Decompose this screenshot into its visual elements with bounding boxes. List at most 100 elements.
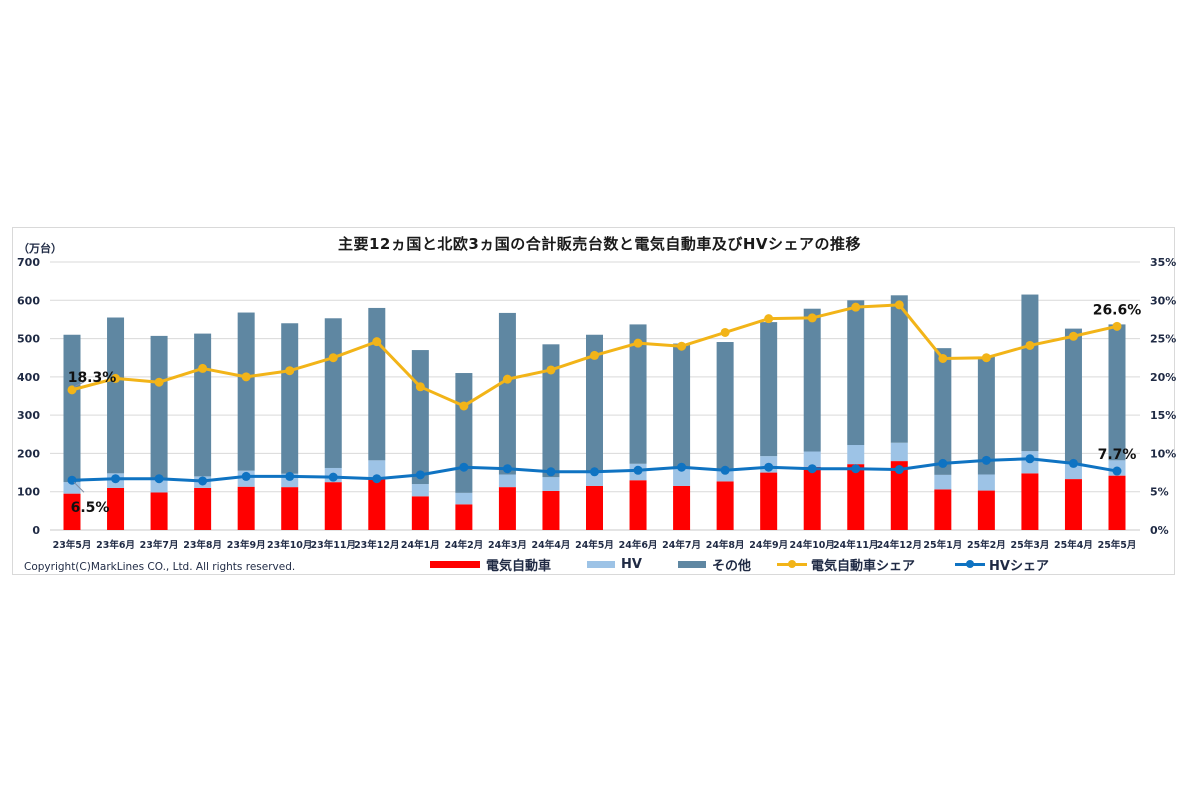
bar-segment [1064, 328, 1082, 464]
x-tick-label: 24年8月 [706, 539, 745, 551]
bar-segment [803, 308, 821, 452]
line-marker [720, 465, 730, 475]
x-tick-label: 23年8月 [183, 539, 222, 551]
bar-segment [847, 445, 865, 465]
x-tick-label: 23年12月 [354, 539, 399, 551]
y-axis-right: 0% 5% 10% 15% 20% 25% 30% 35% [1150, 256, 1176, 537]
annotation-leader [73, 481, 85, 493]
bar-segment [368, 460, 386, 478]
x-tick-label: 24年4月 [532, 539, 571, 551]
legend-swatch-ev [430, 560, 480, 568]
x-tick-label: 24年12月 [877, 539, 922, 551]
bar-segment [411, 496, 429, 530]
y-tick-label: 700 [17, 256, 40, 269]
bar-segment [237, 486, 255, 530]
line-marker [154, 474, 164, 484]
line-marker [1025, 454, 1035, 464]
line-marker [590, 467, 599, 477]
bar-segment [324, 318, 342, 468]
line-marker [372, 337, 382, 347]
bar-segment [977, 490, 995, 530]
x-tick-label: 23年6月 [96, 539, 135, 551]
bar-segment [194, 333, 212, 477]
line-marker [241, 471, 251, 481]
bar-segment [498, 312, 516, 475]
y-tick-label: 200 [17, 447, 40, 460]
chart-title: 主要12ヵ国と北欧3ヵ国の合計販売台数と電気自動車及びHVシェアの推移 [338, 235, 861, 253]
line-marker [111, 373, 121, 383]
bar-segment [890, 442, 908, 462]
y-right-tick-label: 0% [1150, 524, 1169, 537]
line-marker [938, 353, 948, 363]
data-label: 7.7% [1098, 447, 1137, 463]
bar-segment [586, 334, 603, 472]
bar-segment [934, 348, 952, 475]
line-marker [981, 353, 991, 363]
bar-segment [150, 492, 168, 530]
line-marker [415, 382, 425, 392]
bar-segment [1108, 324, 1126, 461]
bar-segment [629, 324, 647, 464]
line-marker [459, 401, 469, 411]
legend-item-other: その他 [677, 555, 751, 574]
bar-segment [194, 487, 212, 530]
bar-segment [934, 489, 952, 530]
line-marker [1112, 321, 1122, 331]
line-marker [633, 465, 643, 475]
bar-segment [1064, 479, 1082, 530]
line-marker [720, 327, 730, 337]
x-tick-label: 24年7月 [662, 539, 701, 551]
line-marker [764, 314, 774, 324]
x-tick-label: 23年5月 [53, 539, 92, 551]
y-tick-label: 300 [17, 409, 40, 422]
bar-segment [673, 468, 691, 486]
bar-segment [542, 490, 560, 530]
line-marker [1112, 466, 1122, 476]
x-tick-label: 24年2月 [444, 539, 483, 551]
bar-segment [411, 484, 429, 497]
bar-segment [760, 322, 778, 457]
line-marker [590, 350, 599, 360]
bar-segment [890, 461, 908, 530]
bar-segment [803, 466, 821, 530]
legend-label: 電気自動車 [486, 558, 552, 574]
y-tick-label: 600 [17, 294, 40, 307]
bar-segment [542, 344, 560, 478]
line-marker [677, 462, 687, 472]
bar-segment [542, 477, 560, 491]
legend-swatch-other [677, 560, 706, 568]
x-tick-label: 23年7月 [140, 539, 179, 551]
line-marker [328, 353, 338, 363]
bar-segment [150, 335, 168, 480]
bar-segment [107, 487, 125, 530]
bar-segment [847, 300, 865, 446]
line-marker [764, 462, 774, 472]
line-marker [154, 377, 164, 387]
x-tick-label: 24年5月 [575, 539, 614, 551]
line-marker [981, 455, 991, 465]
y-right-tick-label: 20% [1150, 371, 1176, 384]
bar-segment [673, 485, 691, 530]
x-tick-label: 25年3月 [1010, 539, 1049, 551]
line-marker [633, 338, 643, 348]
legend-label: その他 [711, 558, 751, 574]
bar-segment [586, 471, 603, 486]
legend-item-hv-share: HVシェア [955, 555, 1049, 574]
bar-segment [934, 474, 952, 490]
line-marker [459, 462, 469, 472]
share-lines [67, 300, 1122, 486]
annotation-leader [73, 381, 85, 388]
bar-segment [150, 479, 168, 493]
x-tick-label: 23年11月 [311, 539, 356, 551]
legend-item-ev-share: 電気自動車シェア [776, 555, 915, 574]
bar-segment [716, 342, 734, 469]
line-marker [285, 366, 295, 376]
legend-item-ev: 電気自動車 [430, 555, 551, 574]
y-right-tick-label: 10% [1150, 447, 1176, 460]
y-right-tick-label: 15% [1150, 409, 1176, 422]
x-tick-label: 25年2月 [967, 539, 1006, 551]
bar-segment [63, 334, 81, 483]
bar-segment [107, 317, 125, 474]
line-marker [372, 474, 382, 484]
